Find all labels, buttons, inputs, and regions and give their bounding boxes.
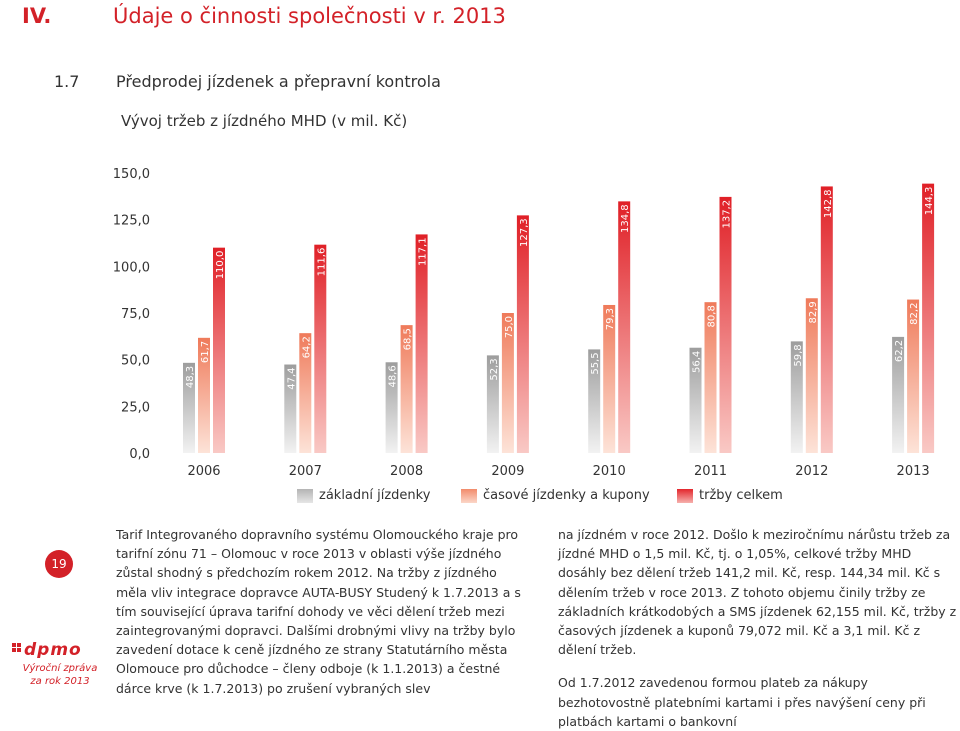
legend-item-total: tržby celkem (677, 488, 783, 503)
y-tick-label: 0,0 (129, 447, 150, 462)
chart-legend: základní jízdenky časové jízdenky a kupo… (0, 488, 960, 508)
data-label: 134,8 (620, 204, 631, 233)
legend-item-basic: základní jízdenky (297, 488, 430, 503)
legend-swatch-total (677, 488, 693, 503)
x-tick-label: 2013 (897, 464, 930, 479)
data-label: 68,5 (403, 328, 414, 350)
legend-swatch-basic (297, 488, 313, 503)
legend-label-basic: základní jízdenky (319, 488, 431, 503)
bar-period (198, 337, 210, 453)
data-label: 117,1 (418, 237, 429, 266)
y-tick-label: 75,0 (121, 307, 150, 322)
bar-total (314, 244, 327, 453)
bar-period (704, 302, 717, 453)
data-label: 111,6 (316, 248, 327, 277)
text-column-1: Tarif Integrovaného dopravního systému O… (116, 525, 528, 698)
text-column-2: na jízdném v roce 2012. Došlo k meziročn… (558, 525, 960, 731)
company-logo: dpmo (12, 640, 104, 662)
bar-basic (892, 336, 905, 453)
data-label: 61,7 (200, 341, 211, 363)
bar-basic (486, 355, 499, 453)
page-number: 19 (45, 550, 73, 578)
bar-period (603, 304, 616, 453)
bar-basic (284, 364, 297, 453)
bar-total (415, 234, 428, 453)
paragraph-tariff: Tarif Integrovaného dopravního systému O… (116, 527, 521, 696)
data-label: 75,0 (504, 316, 515, 338)
data-label: 137,2 (722, 200, 733, 229)
x-tick-label: 2012 (795, 464, 828, 479)
data-label: 59,8 (793, 344, 804, 366)
bar-basic (588, 349, 601, 453)
bar-period (805, 298, 818, 453)
data-label: 48,3 (185, 366, 196, 388)
data-label: 79,3 (605, 308, 616, 330)
data-label: 144,3 (924, 187, 935, 216)
x-tick-label: 2010 (593, 464, 626, 479)
y-tick-label: 100,0 (113, 260, 150, 275)
bar-basic (790, 341, 803, 453)
section-number: 1.7 (54, 72, 80, 91)
legend-item-period: časové jízdenky a kupony (461, 488, 650, 503)
bar-basic (183, 362, 195, 453)
data-label: 48,6 (388, 365, 399, 387)
x-tick-label: 2007 (289, 464, 322, 479)
paragraph-card-payments: Od 1.7.2012 zavedenou formou plateb za n… (558, 675, 926, 729)
y-tick-label: 25,0 (121, 400, 150, 415)
data-label: 82,2 (909, 303, 920, 325)
bar-total (618, 201, 631, 453)
legend-swatch-period (461, 488, 477, 503)
annual-report-label: Výroční zpráva za rok 2013 (22, 663, 98, 687)
data-label: 82,9 (808, 301, 819, 323)
revenue-bar-chart: 0,0 25,0 50,0 75,0 100,0 125,0 150,0 48,3 61,7 1… (113, 167, 935, 479)
paragraph-revenue: na jízdném v roce 2012. Došlo k meziročn… (558, 527, 957, 658)
bar-period (400, 325, 413, 453)
y-tick-label: 150,0 (113, 167, 150, 182)
legend-label-total: tržby celkem (699, 488, 783, 503)
y-tick-label: 50,0 (121, 354, 150, 369)
bar-total (922, 183, 935, 453)
x-tick-label: 2011 (694, 464, 727, 479)
data-label: 52,3 (489, 358, 500, 380)
bar-total (213, 247, 225, 453)
svg-text:dpmo: dpmo (24, 640, 82, 658)
chapter-number: IV. (22, 4, 52, 28)
bar-period (299, 333, 312, 453)
data-label: 80,8 (707, 305, 718, 327)
bar-period (501, 313, 514, 453)
data-label: 62,2 (894, 340, 905, 362)
data-label: 47,4 (286, 368, 297, 390)
x-tick-label: 2008 (390, 464, 423, 479)
x-tick-label: 2006 (187, 464, 220, 479)
legend-label-period: časové jízdenky a kupony (483, 488, 650, 503)
data-label: 56,4 (692, 351, 703, 373)
bar-basic (689, 347, 702, 453)
y-tick-label: 125,0 (113, 214, 150, 229)
bar-total (719, 196, 732, 453)
sidebar (0, 520, 105, 694)
x-tick-label: 2009 (491, 464, 524, 479)
data-label: 127,3 (519, 218, 530, 247)
chapter-title: Údaje o činnosti společnosti v r. 2013 (113, 4, 506, 28)
bar-period (907, 299, 920, 453)
data-label: 55,5 (590, 352, 601, 374)
data-label: 110,0 (215, 251, 226, 280)
data-label: 142,8 (823, 189, 834, 218)
bar-basic (385, 362, 398, 453)
chart-title: Vývoj tržeb z jízdného MHD (v mil. Kč) (121, 112, 408, 130)
data-label: 64,2 (301, 336, 312, 358)
bar-total (516, 215, 529, 453)
dpmo-logo-icon: dpmo (12, 640, 82, 660)
bar-total (820, 186, 833, 453)
section-title: Předprodej jízdenek a přepravní kontrola (116, 72, 441, 91)
